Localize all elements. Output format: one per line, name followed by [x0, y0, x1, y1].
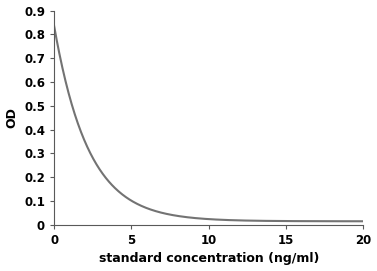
X-axis label: standard concentration (ng/ml): standard concentration (ng/ml)	[98, 253, 319, 265]
Y-axis label: OD: OD	[6, 107, 18, 128]
